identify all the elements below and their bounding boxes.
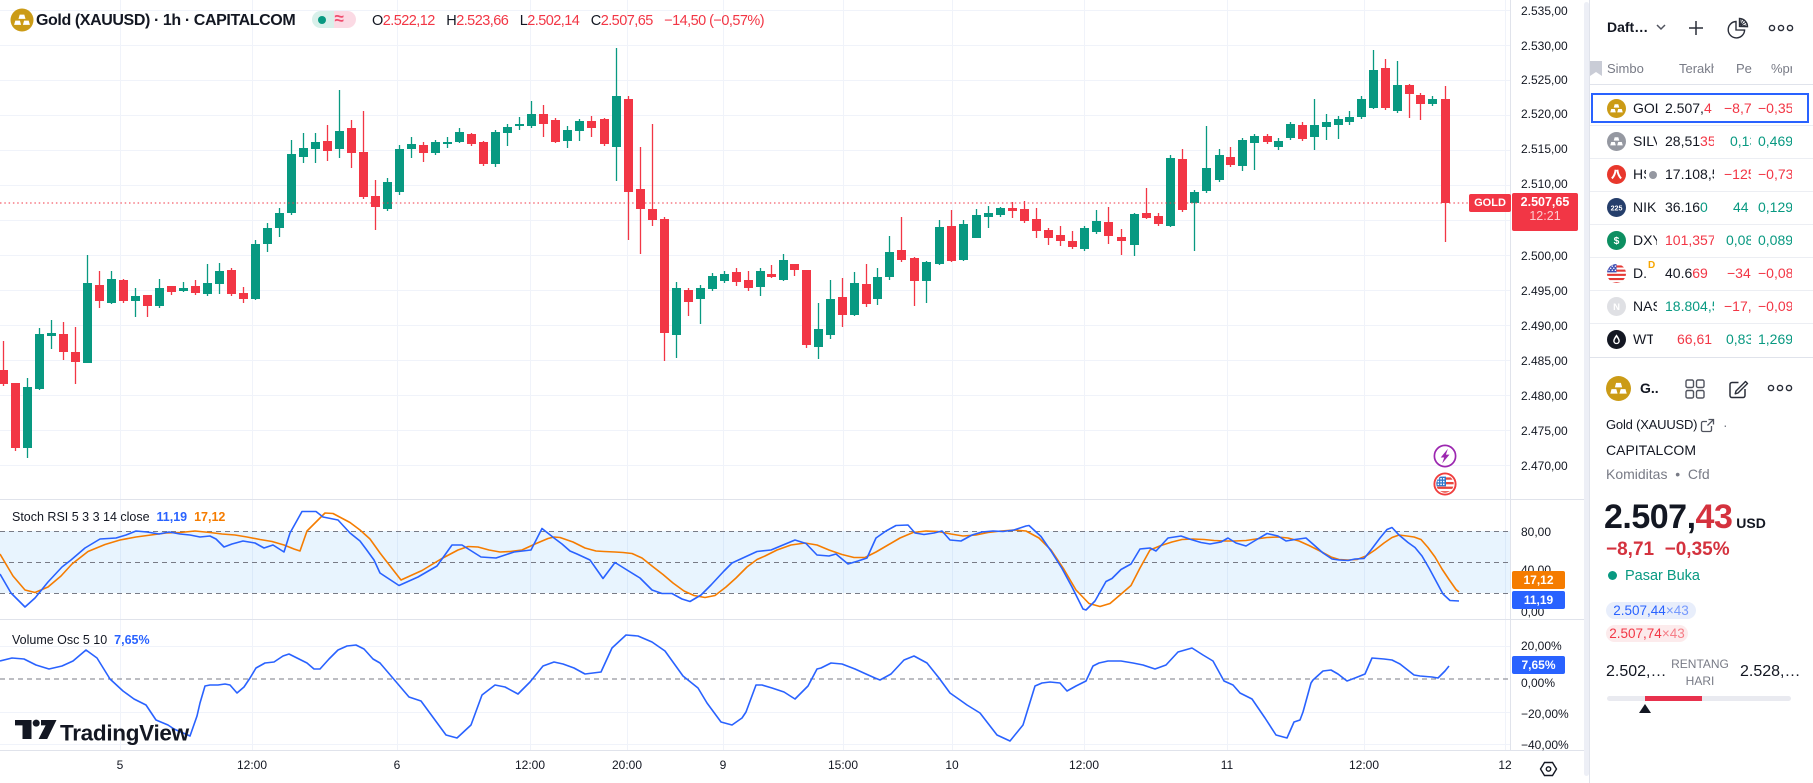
svg-text:TradingView: TradingView — [60, 721, 190, 746]
svg-text:$: $ — [1613, 236, 1619, 247]
svg-text:225: 225 — [1610, 204, 1622, 212]
svg-text:N: N — [1613, 302, 1620, 313]
